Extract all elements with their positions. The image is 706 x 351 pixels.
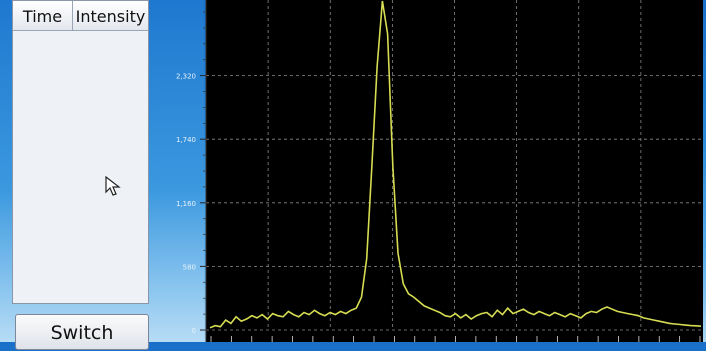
y-tick-label: 1,160	[176, 200, 196, 208]
grid-lines	[206, 0, 703, 331]
intensity-trace	[209, 0, 702, 329]
y-tick-label: 1,740	[176, 136, 196, 144]
column-header-time[interactable]: Time	[13, 1, 73, 31]
mouse-pointer-icon	[104, 175, 124, 201]
column-header-intensity[interactable]: Intensity	[73, 1, 148, 31]
intensity-chart: 0 580 1,160 1,740 2,320	[176, 0, 703, 342]
y-tick-label: 580	[183, 263, 196, 271]
axis-gutter	[158, 0, 204, 342]
plot-area	[206, 0, 703, 342]
switch-button[interactable]: Switch	[15, 314, 149, 350]
data-table[interactable]: Time Intensity	[12, 0, 149, 304]
y-tick-label: 2,320	[176, 73, 196, 81]
y-axis: 0 580 1,160 1,740 2,320	[176, 0, 701, 342]
y-tick-label: 0	[192, 327, 196, 335]
table-header: Time Intensity	[13, 1, 148, 31]
